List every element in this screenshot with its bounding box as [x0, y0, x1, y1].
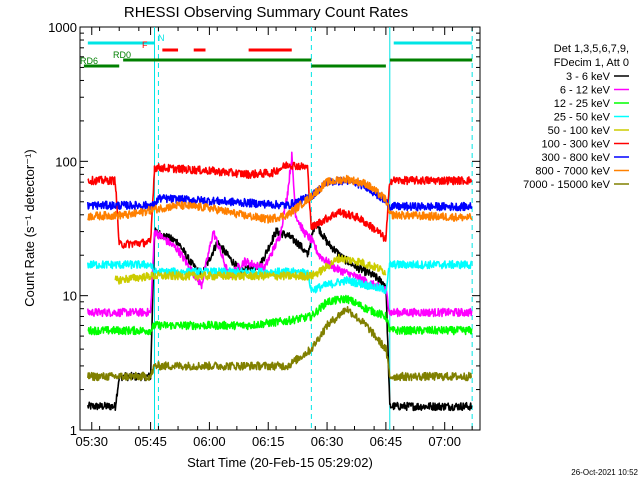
x-axis-label: Start Time (20-Feb-15 05:29:02): [187, 455, 373, 470]
x-tick-label: 05:45: [134, 434, 167, 449]
legend-label: 3 - 6 keV: [566, 71, 611, 83]
legend-label: 6 - 12 keV: [560, 85, 611, 97]
legend-header-line: Det 1,3,5,6,7,9,: [554, 43, 629, 55]
x-tick-label: 06:15: [252, 434, 285, 449]
status-bar-label: F: [142, 40, 148, 50]
x-tick-label: 07:00: [428, 434, 461, 449]
series-line: [114, 253, 387, 285]
legend-label: 50 - 100 keV: [548, 125, 611, 137]
chart-title: RHESSI Observing Summary Count Rates: [124, 4, 408, 21]
y-tick-label: 1: [70, 423, 77, 438]
series-line: [87, 294, 473, 336]
series-line: [87, 174, 473, 224]
series-line: [87, 161, 473, 249]
series-group: [87, 151, 473, 412]
status-bar-label: RD6: [80, 56, 98, 66]
legend-label: 7000 - 15000 keV: [523, 179, 611, 191]
series-line: [87, 176, 473, 212]
series-line: [87, 305, 473, 382]
legend-header-line: FDecim 1, Att 0: [554, 57, 629, 69]
status-bar-label: N: [158, 33, 165, 43]
series-line: [87, 151, 473, 318]
legend-label: 300 - 800 keV: [542, 152, 611, 164]
y-tick-label: 100: [55, 154, 77, 169]
y-tick-label: 1000: [48, 20, 77, 35]
x-tick-label: 05:30: [75, 434, 108, 449]
x-tick-label: 06:00: [193, 434, 226, 449]
x-tick-label: 06:30: [311, 434, 344, 449]
legend-label: 800 - 7000 keV: [535, 166, 610, 178]
legend-label: 25 - 50 keV: [554, 112, 611, 124]
x-tick-label: 06:45: [370, 434, 403, 449]
timestamp-label: 26-Oct-2021 10:52: [571, 468, 638, 477]
legend: Det 1,3,5,6,7,9, FDecim 1, Att 0 3 - 6 k…: [523, 43, 629, 191]
legend-label: 12 - 25 keV: [554, 98, 611, 110]
y-axis-label: Count Rate (s⁻¹ detector⁻¹): [22, 149, 37, 307]
plot-frame: [79, 26, 481, 431]
status-bar-label: RD0: [113, 50, 131, 60]
legend-label: 100 - 300 keV: [542, 139, 611, 151]
series-line: [87, 221, 473, 412]
y-tick-label: 10: [63, 289, 77, 304]
